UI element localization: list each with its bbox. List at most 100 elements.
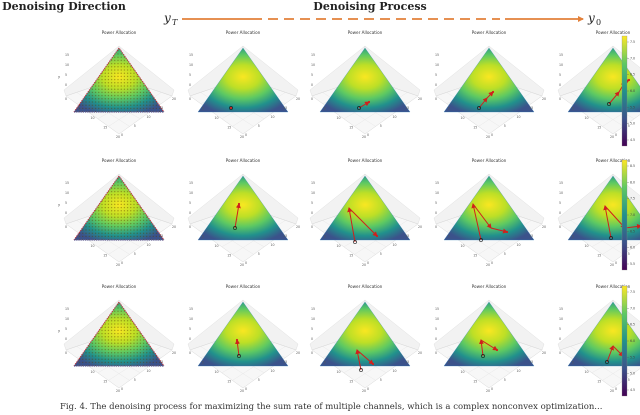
tick-label-z: 10 <box>311 63 315 67</box>
start-point <box>353 240 357 244</box>
tick-label-z: 0 <box>559 83 561 87</box>
tick-label-x: 5 <box>78 235 80 239</box>
tick-label-y: 15 <box>159 360 163 364</box>
tick-label-z: 15 <box>65 53 69 57</box>
tick-label-z: 0 <box>435 211 437 215</box>
start-point <box>477 106 481 110</box>
tick-label-x: 5 <box>324 107 326 111</box>
surface-triangle <box>197 47 289 113</box>
tick-label-x: 10 <box>91 116 95 120</box>
panel-title: Power Allocation <box>102 30 137 35</box>
tick-label-x: 15 <box>349 380 353 384</box>
tick-label-x: 5 <box>448 107 450 111</box>
tick-label-x: 0 <box>435 351 437 355</box>
tick-label-x: 20 <box>486 263 490 267</box>
trajectory-segment <box>486 91 494 99</box>
tick-label-x: 0 <box>65 225 67 229</box>
tick-label-x: 15 <box>597 380 601 384</box>
vector-field <box>74 302 164 366</box>
tick-label-y: 15 <box>283 234 287 238</box>
tick-label-y: 10 <box>517 369 521 373</box>
tick-label-x: 0 <box>559 351 561 355</box>
header-denoising-direction: Denoising Direction <box>2 0 126 13</box>
tick-label-z: 5 <box>435 327 437 331</box>
tick-label-x: 5 <box>572 361 574 365</box>
tick-label-y: 10 <box>271 243 275 247</box>
tick-label-z: 10 <box>65 191 69 195</box>
tick-label-x: 5 <box>448 361 450 365</box>
tick-label-z: 0 <box>189 211 191 215</box>
current-point <box>371 362 375 366</box>
tick-label-x: 15 <box>349 254 353 258</box>
tick-label-z: 5 <box>559 73 561 77</box>
tick-label-z: 10 <box>311 317 315 321</box>
tick-label-y: 15 <box>283 360 287 364</box>
tick-label-z: 5 <box>311 327 313 331</box>
tick-label-x: 0 <box>435 225 437 229</box>
tick-label-x: 15 <box>473 126 477 130</box>
tick-label-y: 0 <box>615 387 617 391</box>
tick-label-x: 5 <box>448 235 450 239</box>
tick-label-z: 15 <box>65 307 69 311</box>
surface-triangle <box>197 175 289 241</box>
tick-label-x: 15 <box>227 380 231 384</box>
panel-title: Power Allocation <box>596 284 631 289</box>
tick-label-y: 15 <box>405 360 409 364</box>
header-denoising-process: Denoising Process <box>313 0 426 13</box>
tick-label-z: 15 <box>311 181 315 185</box>
tick-label-y: 0 <box>245 261 247 265</box>
tick-label-y: 5 <box>134 378 136 382</box>
tick-label-z: 10 <box>435 317 439 321</box>
colorbar-gradient <box>621 35 628 147</box>
trajectory-segment <box>604 205 626 229</box>
start-point <box>357 106 361 110</box>
tick-label-z: 15 <box>559 53 563 57</box>
tick-label-z: 15 <box>311 307 315 311</box>
tick-label-z: 15 <box>311 53 315 57</box>
surface-triangle <box>319 301 411 367</box>
tick-label-y: 20 <box>542 97 546 101</box>
tick-label-y: 0 <box>121 387 123 391</box>
tick-label-z: 10 <box>65 317 69 321</box>
tick-label-y: 5 <box>504 378 506 382</box>
current-point <box>229 106 233 110</box>
start-point <box>605 360 609 364</box>
tick-label-z: 15 <box>189 307 193 311</box>
tick-label-z: 5 <box>65 73 67 77</box>
tick-label-z: 0 <box>559 337 561 341</box>
tick-label-x: 5 <box>202 235 204 239</box>
start-point <box>233 226 237 230</box>
tick-label-y: 5 <box>628 378 630 382</box>
current-point <box>491 90 495 94</box>
trajectory-segment <box>356 349 374 365</box>
colorbar-r2: 8.5 8.0 7.5 7.0 6.5 6.0 5.5 <box>621 159 635 271</box>
tick-label-y: 5 <box>258 252 260 256</box>
colorbar-tick-label: 7.5 <box>630 197 635 201</box>
tick-label-x: 15 <box>597 254 601 258</box>
tick-label-x: 15 <box>103 380 107 384</box>
colorbar-tick-label: 5.0 <box>630 122 635 126</box>
tick-label-x: 0 <box>311 351 313 355</box>
tick-label-x: 10 <box>91 370 95 374</box>
colorbar-gradient <box>621 285 628 397</box>
panel-title: Power Allocation <box>226 158 261 163</box>
tick-label-y: 0 <box>491 133 493 137</box>
z-axis-label: y <box>58 203 61 207</box>
tick-label-z: 5 <box>311 201 313 205</box>
label-y-0-sub: 0 <box>596 18 601 27</box>
tick-label-y: 0 <box>121 261 123 265</box>
label-y-T-sub: T <box>172 18 178 27</box>
tick-label-y: 0 <box>615 133 617 137</box>
tick-label-y: 0 <box>367 133 369 137</box>
tick-label-y: 10 <box>271 369 275 373</box>
tick-label-x: 5 <box>324 235 326 239</box>
tick-label-z: 5 <box>189 73 191 77</box>
tick-label-y: 10 <box>147 369 151 373</box>
